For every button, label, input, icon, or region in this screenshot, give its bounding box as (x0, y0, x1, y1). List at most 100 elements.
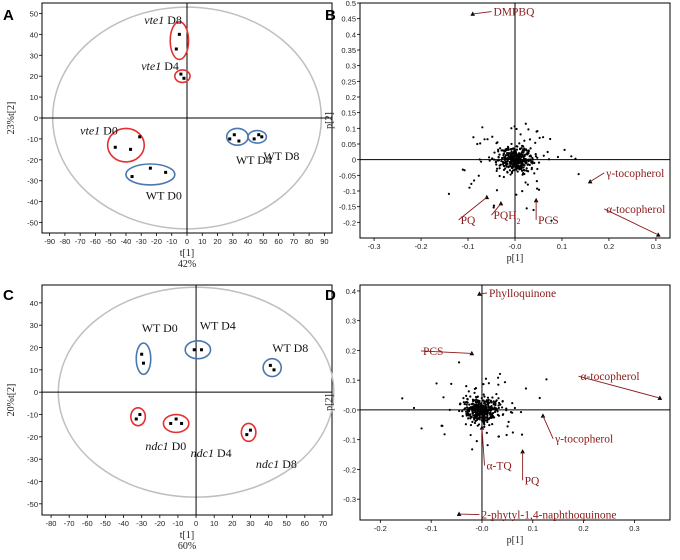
x-tick-label-a: -30 (136, 237, 147, 246)
loading-point-d (477, 407, 481, 410)
loading-point-b (542, 154, 545, 157)
loading-point-d (465, 406, 469, 409)
loading-point-b (503, 157, 506, 160)
loading-point-d (483, 420, 486, 423)
x-tick-label-a: -90 (44, 237, 55, 246)
x-axis-label-d: p[1] (507, 535, 524, 546)
annotation-label-b: PQH2 (494, 210, 521, 226)
score-point-c (200, 348, 203, 352)
y-tick-label-b: -0.15 (339, 203, 356, 212)
loading-point-b (531, 156, 534, 160)
panel-a: A -90 -80 -70 -60 -50 -40 -30 -20 -10 0 10 20 30 40 50 6… (3, 2, 333, 270)
annotation-leader-b (491, 203, 502, 216)
loading-point-d (443, 433, 446, 436)
loading-point-d (511, 411, 514, 414)
loading-point-b (468, 186, 471, 189)
loading-point-d (483, 402, 486, 405)
x-tick-label-b: -0.3 (368, 242, 381, 251)
loading-point-b (536, 156, 539, 159)
loading-point-d (486, 416, 489, 419)
loading-point-b (511, 160, 514, 163)
loading-point-b (498, 153, 501, 156)
loading-point-b (508, 169, 512, 172)
x-tick-label-a: 90 (320, 237, 328, 246)
loading-point-b (478, 158, 481, 161)
annotation-text-b: α-tocopherol (606, 204, 665, 216)
loading-point-b (473, 179, 476, 182)
loading-point-b (537, 161, 541, 164)
loading-point-d (442, 396, 445, 399)
loading-point-d (473, 421, 477, 425)
loading-point-d (465, 385, 468, 388)
x-tick-label-c: -10 (173, 519, 184, 528)
panel-letter-a: A (3, 7, 14, 24)
loading-point-d (505, 407, 508, 410)
loading-point-b (512, 163, 515, 166)
loading-point-d (472, 414, 475, 417)
loading-point-d (484, 377, 488, 380)
group-ring-a (173, 69, 191, 84)
loading-point-b (479, 160, 483, 163)
y-tick-label-d: 0.1 (346, 376, 356, 385)
loading-point-b (522, 145, 525, 148)
y-tick-label-a: 30 (30, 51, 38, 60)
annotation-leader-b (589, 172, 605, 182)
loading-point-d (435, 382, 438, 385)
loading-point-b (506, 151, 509, 155)
group-label-part-a: D8 (164, 13, 182, 27)
y-tick-label-d: -0.1 (343, 436, 356, 445)
group-ring-c (135, 342, 152, 376)
loading-point-d (487, 406, 490, 409)
loading-point-b (522, 151, 525, 154)
loading-point-b (470, 182, 473, 185)
annotation-text-b: PQ (461, 215, 476, 227)
loading-point-b (513, 157, 516, 160)
loading-point-b (496, 141, 499, 144)
score-point-a (138, 135, 142, 139)
group-label-a: WT D4 (236, 153, 272, 167)
loading-point-b (520, 154, 523, 157)
loading-point-b (501, 162, 505, 166)
loading-point-b (524, 181, 527, 184)
loading-point-d (538, 396, 541, 400)
loading-point-d (495, 392, 498, 396)
loading-point-d (491, 396, 494, 399)
loading-point-d (471, 448, 474, 451)
loading-point-b (535, 130, 538, 133)
loading-point-d (471, 412, 474, 415)
x-tick-label-b: 0.3 (651, 242, 661, 251)
y-tick-label-a: -30 (27, 177, 38, 186)
score-point-a (130, 175, 134, 179)
score-point-a (164, 170, 168, 174)
loading-point-d (496, 413, 499, 416)
loading-point-d (461, 415, 464, 418)
group-label-c: ndc1 D4 (191, 446, 232, 460)
annotation-text-d: Phylloquinone (489, 288, 556, 300)
loading-point-d (487, 382, 490, 385)
group-label-c: ndc1 D0 (145, 439, 186, 453)
x-tick-label-a: 10 (198, 237, 206, 246)
y-tick-label-c: 0 (34, 388, 38, 397)
annotation-label-d: α-TQ (487, 460, 513, 472)
x-tick-label-a: 30 (229, 237, 237, 246)
group-label-part-a: WT D8 (263, 149, 299, 163)
panel-letter-c: C (3, 287, 14, 304)
loading-point-d (496, 376, 500, 379)
x-tick-label-d: 0.2 (578, 524, 588, 533)
group-label-a: WT D8 (263, 149, 299, 163)
annotation-label-d: PCS (423, 346, 443, 358)
loading-point-d (465, 394, 468, 397)
loading-point-b (507, 148, 510, 151)
loading-point-b (517, 166, 520, 169)
loading-point-b (527, 158, 530, 161)
loading-point-b (536, 167, 539, 171)
loading-point-b (515, 145, 518, 148)
loading-point-d (470, 416, 473, 419)
loading-point-d (469, 433, 472, 437)
group-label-part-c: ndc1 (191, 446, 214, 460)
loading-point-b (510, 170, 514, 174)
loading-point-b (518, 142, 521, 145)
x-tick-label-c: 70 (319, 519, 327, 528)
loading-point-d (420, 427, 423, 430)
loading-point-d (484, 407, 487, 410)
